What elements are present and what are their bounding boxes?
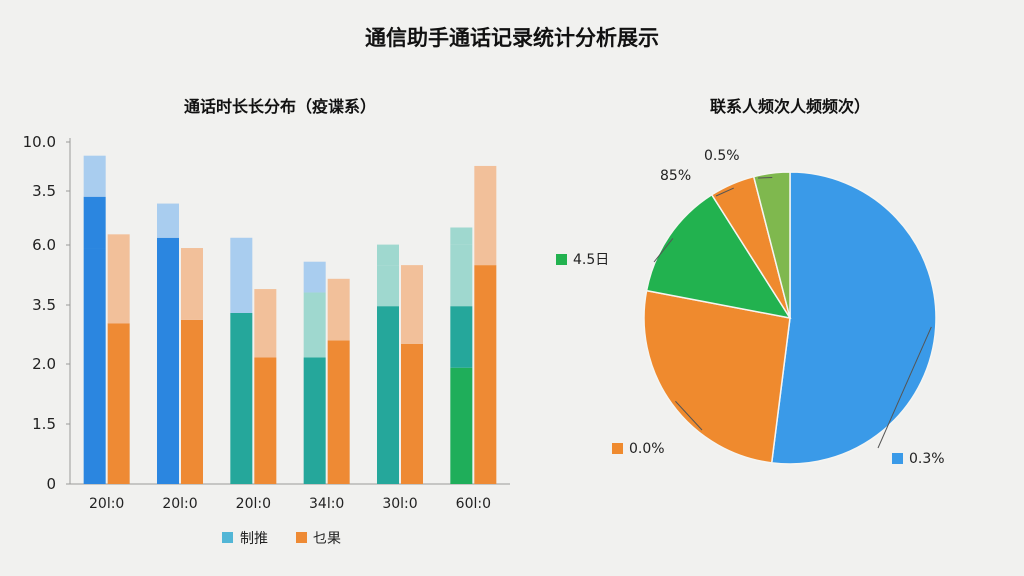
y-tick-label: 6.0 [32,236,56,254]
legend-swatch [296,532,307,543]
pie-label-marker [892,453,903,464]
pie-leader-line [653,238,674,263]
pie-slice-label: 0.3% [909,451,945,467]
x-tick-label: 20l:0 [162,496,197,512]
bar-segment [474,265,497,484]
y-tick-label: 3.5 [32,182,56,200]
bar-segment [254,289,277,358]
bar-chart: 0 1.5 2.0 3.5 6.0 3.5 10.0 20l:0 20l:0 20l:0 34l:0… [23,133,510,547]
bar-segment [181,319,203,484]
y-tick-label: 2.0 [32,355,56,373]
bar-segment [303,357,326,484]
bar-segment [450,227,473,245]
x-tick-label: 20l:0 [236,496,271,512]
pie-slice-label: 0.0% [629,441,665,457]
pie-slice [643,289,791,464]
pie-leader-line [757,176,773,179]
bar-segment [450,244,473,307]
bar-segment [157,237,179,484]
bar-segment [401,265,423,344]
x-tick-label: 20l:0 [89,496,124,512]
bar-segment [327,340,350,484]
pie-slice [770,171,937,465]
page-title: 通信助手通话记录统计分析展示 [365,26,659,50]
bar-segment [450,367,473,484]
bar-segment [230,313,253,484]
y-tick-label: 1.5 [32,415,56,433]
x-tick-label: 60l:0 [456,496,491,512]
pie-leader-line [675,400,703,431]
bar-segment [303,261,326,293]
bar-segment [401,343,423,484]
bar-chart-title: 通话时长长分布（疫谍系） [183,97,376,116]
legend-swatch [222,532,233,543]
y-tick-label: 3.5 [32,296,56,314]
y-tick-label: 0 [46,475,56,493]
pie-chart-title: 联系人频次人频频次） [709,97,870,116]
x-tick-label: 34l:0 [309,496,344,512]
bar-segment [157,203,179,238]
pie-slice [645,193,792,320]
legend-label: 制推 [240,531,268,547]
bar-segment [83,155,106,197]
bar-segment [377,265,399,307]
bar-segment [83,248,106,484]
bar-segment [450,306,473,368]
bar-segment [107,234,130,324]
bar-segment [303,292,326,358]
bar-segment [327,278,350,341]
pie-slice-label: 4.5日 [573,252,609,268]
pie-chart: 0.3% 0.0% 4.5日 85% 0.5% [556,148,945,467]
bar-segment [377,244,399,266]
bar-segment [474,165,497,266]
pie-slice-label: 0.5% [704,148,740,164]
bar-segment [181,248,203,320]
pie-slice-label: 85% [660,168,691,184]
pie-leader-line [715,187,734,197]
bar-segment [230,237,253,313]
pie-leader-line [877,326,932,449]
bar-segment [377,306,399,484]
x-tick-label: 30l:0 [382,496,417,512]
bar-segment [83,196,106,249]
y-tick-label: 10.0 [23,133,56,151]
bar-segment [107,323,130,484]
bar-segment [254,357,277,484]
pie-label-marker [556,254,567,265]
legend-label: 乜果 [313,531,341,547]
pie-label-marker [612,443,623,454]
pie-slice [752,171,791,319]
